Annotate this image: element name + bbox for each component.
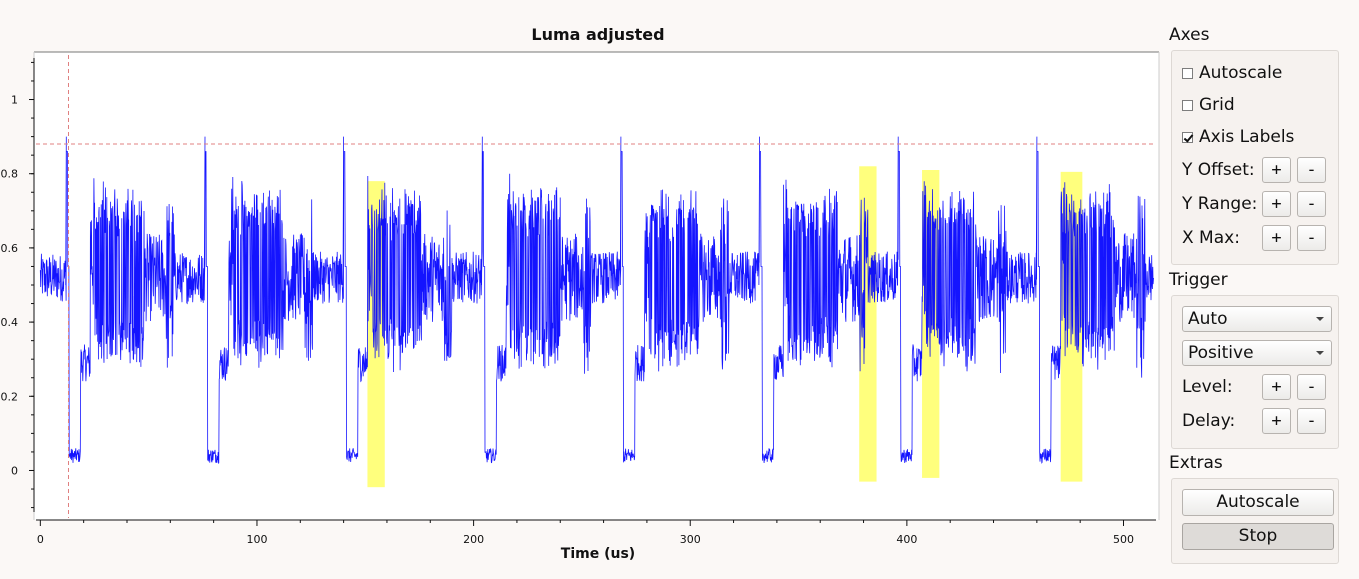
trigger-mode-select[interactable]: Auto xyxy=(1182,306,1332,332)
axis-labels-checkbox[interactable] xyxy=(1182,131,1193,143)
y-range-plus-button[interactable]: + xyxy=(1262,191,1291,217)
y-tick-label: 0 xyxy=(11,464,18,477)
trigger-delay-row: Delay: + - xyxy=(1182,407,1334,435)
extras-group-title: Extras xyxy=(1169,453,1223,473)
trigger-delay-label: Delay: xyxy=(1182,411,1236,431)
luma-plot: Luma adjusted 0 0.2 0.4 0.6 0.8 1 0 100 200 300 4… xyxy=(1,25,1160,562)
y-tick-label: 0.2 xyxy=(1,390,19,403)
x-tick-label: 0 xyxy=(37,533,44,546)
signal-trace xyxy=(39,136,1155,464)
chevron-down-icon xyxy=(1316,351,1324,355)
trigger-level-plus-button[interactable]: + xyxy=(1262,374,1291,400)
x-tick-label: 100 xyxy=(246,533,267,546)
axis-labels-checkbox-row[interactable]: Axis Labels xyxy=(1182,123,1334,151)
trigger-delay-minus-button[interactable]: - xyxy=(1297,408,1326,434)
plot-title: Luma adjusted xyxy=(531,25,664,44)
y-axis: 0 0.2 0.4 0.6 0.8 1 xyxy=(1,58,35,512)
trigger-slope-value: Positive xyxy=(1188,343,1254,363)
x-tick-label: 500 xyxy=(1113,533,1134,546)
highlight-region xyxy=(859,166,877,482)
trigger-delay-plus-button[interactable]: + xyxy=(1262,408,1291,434)
y-offset-plus-button[interactable]: + xyxy=(1262,157,1291,183)
trigger-group: Auto Positive Level: + - Delay: + - xyxy=(1171,295,1339,449)
plot-area: Luma adjusted 0 0.2 0.4 0.6 0.8 1 0 100 200 300 4… xyxy=(1,25,1160,562)
x-max-row: X Max: + - xyxy=(1182,224,1334,252)
stop-button[interactable]: Stop xyxy=(1182,523,1334,550)
y-offset-label: Y Offset: xyxy=(1182,160,1255,180)
grid-label: Grid xyxy=(1199,95,1235,115)
autoscale-button[interactable]: Autoscale xyxy=(1182,489,1334,516)
control-panel: Axes Autoscale Grid Axis Labels Y Offset… xyxy=(1165,0,1359,579)
y-tick-label: 0.6 xyxy=(1,242,19,255)
y-tick-label: 1 xyxy=(11,94,18,107)
axis-labels-label: Axis Labels xyxy=(1199,127,1295,147)
x-tick-label: 200 xyxy=(463,533,484,546)
x-tick-label: 300 xyxy=(680,533,701,546)
x-max-plus-button[interactable]: + xyxy=(1262,225,1291,251)
trigger-mode-value: Auto xyxy=(1188,309,1228,329)
x-axis: 0 100 200 300 400 500 xyxy=(36,519,1156,546)
trigger-level-label: Level: xyxy=(1182,377,1233,397)
autoscale-checkbox[interactable] xyxy=(1182,67,1193,79)
y-range-row: Y Range: + - xyxy=(1182,190,1334,218)
x-tick-label: 400 xyxy=(896,533,917,546)
chevron-down-icon xyxy=(1316,317,1324,321)
trigger-slope-select[interactable]: Positive xyxy=(1182,340,1332,366)
y-range-label: Y Range: xyxy=(1182,194,1258,214)
trigger-level-row: Level: + - xyxy=(1182,373,1334,401)
x-axis-title: Time (us) xyxy=(561,546,635,562)
y-tick-label: 0.8 xyxy=(1,168,19,181)
grid-checkbox[interactable] xyxy=(1182,99,1193,111)
axes-group-title: Axes xyxy=(1169,25,1210,45)
autoscale-label: Autoscale xyxy=(1199,63,1283,83)
y-range-minus-button[interactable]: - xyxy=(1297,191,1326,217)
x-max-label: X Max: xyxy=(1182,228,1240,248)
autoscale-checkbox-row[interactable]: Autoscale xyxy=(1182,59,1334,87)
trigger-group-title: Trigger xyxy=(1169,270,1228,290)
x-max-minus-button[interactable]: - xyxy=(1297,225,1326,251)
y-tick-label: 0.4 xyxy=(1,316,19,329)
y-offset-minus-button[interactable]: - xyxy=(1297,157,1326,183)
extras-group: Autoscale Stop xyxy=(1171,478,1339,564)
y-offset-row: Y Offset: + - xyxy=(1182,156,1334,184)
grid-checkbox-row[interactable]: Grid xyxy=(1182,91,1334,119)
trigger-level-minus-button[interactable]: - xyxy=(1297,374,1326,400)
axes-group: Autoscale Grid Axis Labels Y Offset: + -… xyxy=(1171,50,1339,265)
